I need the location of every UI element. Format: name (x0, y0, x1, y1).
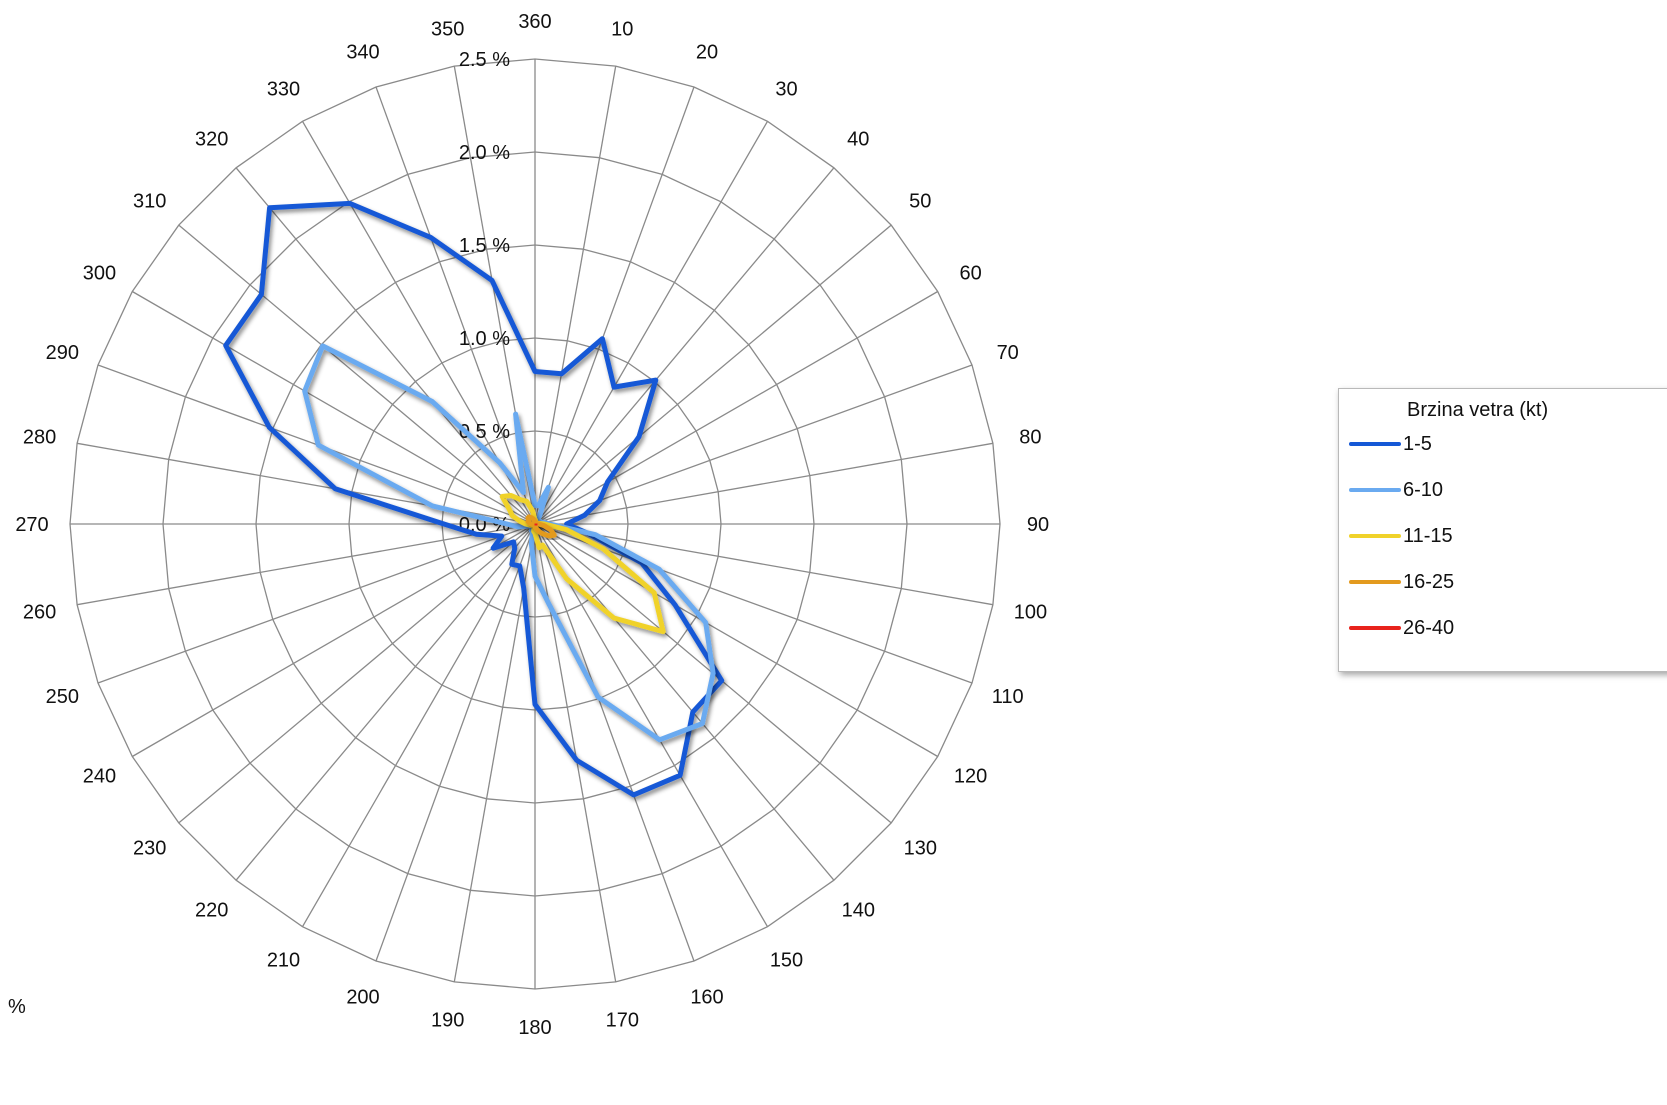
direction-label-230: 230 (133, 837, 166, 859)
grid-spoke-160 (534, 523, 695, 962)
grid-spoke-230 (178, 523, 536, 824)
direction-label-100: 100 (1014, 601, 1047, 623)
grid-spoke-30 (534, 120, 769, 525)
grid-spoke-140 (534, 523, 835, 881)
legend-item-1-5: 1-5 (1349, 429, 1432, 459)
grid-spoke-60 (534, 290, 939, 525)
legend-label-1-5: 1-5 (1403, 432, 1432, 455)
direction-label-30: 30 (775, 78, 797, 100)
grid-spoke-320 (235, 167, 536, 525)
direction-label-220: 220 (195, 899, 228, 921)
direction-label-80: 80 (1019, 427, 1041, 449)
grid-spoke-50 (534, 224, 892, 525)
direction-label-240: 240 (83, 766, 116, 788)
legend-item-6-10: 6-10 (1349, 475, 1443, 505)
grid-spoke-40 (534, 167, 835, 525)
grid-spoke-210 (301, 523, 536, 928)
legend-label-16-25: 16-25 (1403, 570, 1455, 593)
unit-label: % (8, 996, 26, 1018)
direction-label-160: 160 (690, 987, 723, 1009)
direction-label-260: 260 (23, 601, 56, 623)
direction-label-120: 120 (954, 766, 987, 788)
direction-label-250: 250 (46, 686, 79, 708)
direction-label-180: 180 (518, 1017, 551, 1039)
series-line-26-40 (532, 521, 540, 528)
direction-label-60: 60 (959, 263, 981, 285)
direction-label-210: 210 (267, 950, 300, 972)
legend-label-26-40: 26-40 (1403, 616, 1455, 639)
direction-label-50: 50 (909, 191, 931, 213)
direction-label-190: 190 (431, 1009, 464, 1031)
legend-swatch-1-5 (1349, 442, 1401, 446)
direction-label-290: 290 (46, 342, 79, 364)
direction-label-10: 10 (611, 19, 633, 41)
grid-spoke-70 (534, 364, 973, 525)
direction-label-20: 20 (696, 41, 718, 63)
direction-label-200: 200 (346, 987, 379, 1009)
grid-spoke-150 (534, 523, 769, 928)
legend-swatch-16-25 (1349, 580, 1401, 584)
direction-label-270: 270 (15, 514, 48, 536)
direction-label-70: 70 (997, 342, 1019, 364)
ring-label-3: 1.5 % (459, 235, 510, 257)
legend-title: Brzina vetra (kt) (1407, 399, 1549, 421)
grid-spoke-190 (453, 523, 536, 983)
legend-swatch-11-15 (1349, 534, 1401, 538)
direction-label-150: 150 (770, 950, 803, 972)
legend-item-16-25: 16-25 (1349, 567, 1454, 597)
grid-spoke-200 (375, 523, 536, 962)
series-line-1-5 (223, 200, 725, 798)
direction-label-320: 320 (195, 129, 228, 151)
direction-label-300: 300 (83, 263, 116, 285)
direction-label-280: 280 (23, 427, 56, 449)
grid-spoke-240 (131, 523, 536, 758)
direction-label-110: 110 (992, 686, 1024, 708)
direction-label-360: 360 (518, 11, 551, 33)
radial-axis-labels: 0.0 %0.5 %1.0 %1.5 %2.0 %2.5 % (459, 49, 510, 536)
direction-labels: 10 20 30 40 50 60 70 80 90 100 110 120 130 140 150 160 1… (15, 11, 1049, 1039)
grid-spoke-250 (97, 523, 536, 684)
series-layer (223, 200, 725, 798)
direction-label-330: 330 (267, 78, 300, 100)
direction-label-170: 170 (606, 1009, 639, 1031)
grid-spoke-80 (534, 442, 994, 525)
legend-swatch-6-10 (1349, 488, 1401, 492)
grid-spoke-300 (131, 290, 536, 525)
legend: Brzina vetra (kt) 1-5 6-10 11-15 16-25 2… (1338, 388, 1667, 672)
ring-label-4: 2.0 % (459, 142, 510, 164)
grid-spoke-100 (534, 523, 994, 606)
legend-label-6-10: 6-10 (1403, 478, 1444, 501)
ring-label-2: 1.0 % (459, 328, 510, 350)
direction-label-130: 130 (904, 837, 937, 859)
grid-spoke-120 (534, 523, 939, 758)
legend-item-11-15: 11-15 (1349, 521, 1453, 551)
direction-label-340: 340 (346, 41, 379, 63)
legend-swatch-26-40 (1349, 626, 1401, 630)
legend-label-11-15: 11-15 (1403, 524, 1453, 547)
grid-spoke-220 (235, 523, 536, 881)
ring-label-5: 2.5 % (459, 49, 510, 71)
grid-spoke-20 (534, 86, 695, 525)
direction-label-310: 310 (133, 191, 166, 213)
direction-label-140: 140 (842, 899, 875, 921)
direction-label-350: 350 (431, 19, 464, 41)
grid-spoke-310 (178, 224, 536, 525)
direction-label-40: 40 (847, 129, 869, 151)
grid-spoke-10 (534, 65, 617, 525)
direction-label-90: 90 (1027, 514, 1049, 536)
grid-spoke-340 (375, 86, 536, 525)
grid-spoke-260 (76, 523, 536, 606)
legend-item-26-40: 26-40 (1349, 613, 1454, 643)
